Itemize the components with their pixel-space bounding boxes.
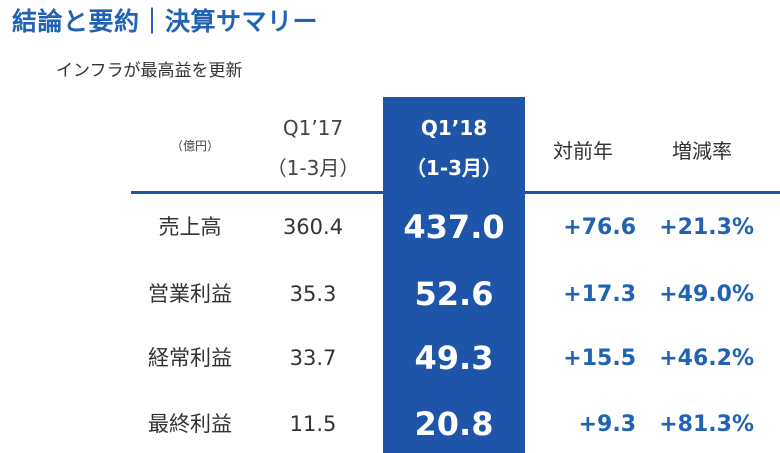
row-diff-operating-profit: +17.3 (563, 282, 636, 307)
row-prev-ordinary-profit: 33.7 (289, 346, 337, 370)
current-quarter-highlight-column (383, 97, 525, 453)
row-curr-net-profit: 20.8 (414, 405, 494, 443)
row-curr-operating-profit: 52.6 (414, 275, 494, 313)
rate-header: 増減率 (672, 139, 732, 163)
page-subtitle: インフラが最高益を更新 (56, 61, 243, 81)
row-curr-ordinary-profit: 49.3 (414, 339, 494, 377)
row-rate-operating-profit: +49.0% (659, 282, 754, 307)
prev-period-header: Q1’17 (282, 116, 344, 140)
header-divider (131, 191, 780, 194)
row-rate-sales: +21.3% (659, 215, 754, 240)
row-label-operating-profit: 営業利益 (148, 282, 232, 306)
yoy-header: 対前年 (553, 139, 613, 163)
row-prev-net-profit: 11.5 (289, 412, 337, 436)
row-rate-net-profit: +81.3% (659, 412, 754, 437)
unit-label: （億円） (170, 139, 219, 153)
row-label-sales: 売上高 (158, 215, 222, 239)
row-rate-ordinary-profit: +46.2% (659, 346, 754, 371)
row-diff-net-profit: +9.3 (578, 412, 636, 437)
row-diff-ordinary-profit: +15.5 (563, 346, 636, 371)
prev-range-header: （1-3月） (266, 156, 360, 180)
row-label-ordinary-profit: 経常利益 (148, 346, 232, 370)
row-curr-sales: 437.0 (403, 208, 505, 246)
row-prev-sales: 360.4 (282, 215, 344, 239)
row-prev-operating-profit: 35.3 (289, 282, 337, 306)
row-label-net-profit: 最終利益 (148, 412, 232, 436)
page-title: 結論と要約｜決算サマリー (12, 7, 319, 36)
curr-range-header: （1-3月） (405, 156, 503, 180)
curr-period-header: Q1’18 (420, 116, 488, 140)
row-diff-sales: +76.6 (563, 215, 636, 240)
